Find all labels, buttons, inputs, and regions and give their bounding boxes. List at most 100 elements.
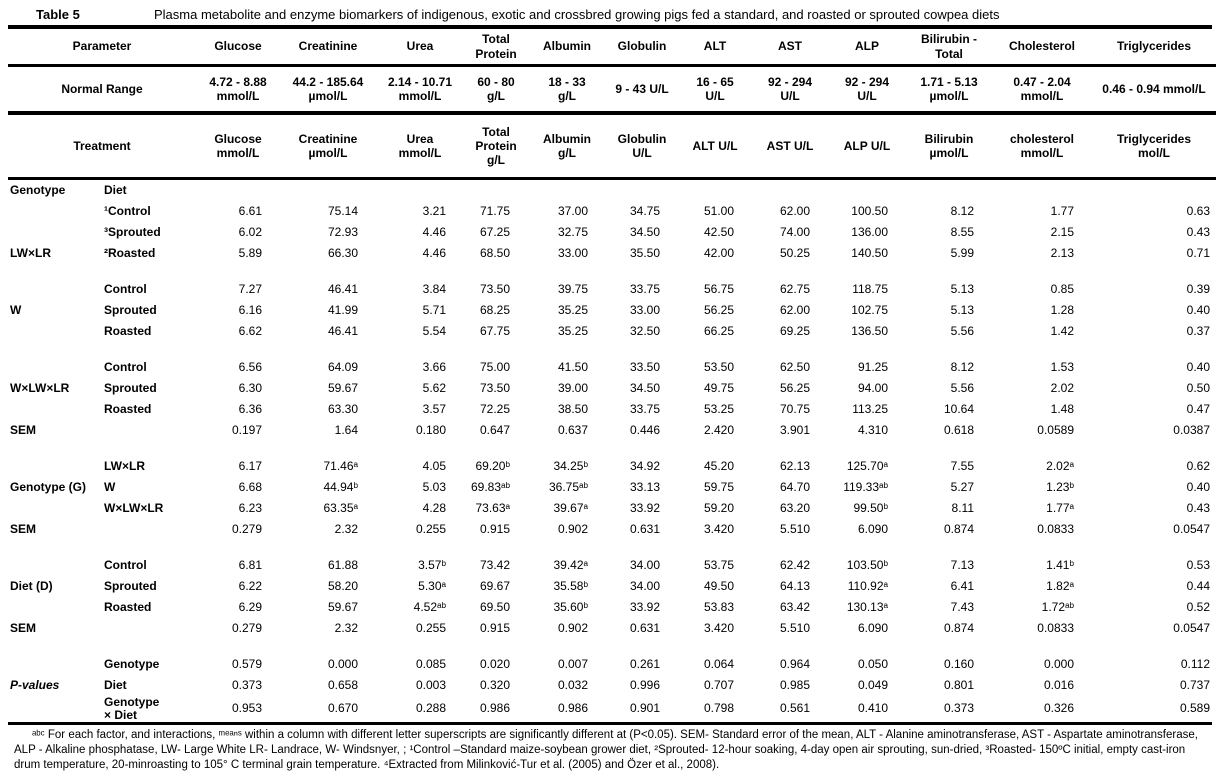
value-cell: [828, 179, 906, 202]
spacer-cell: [8, 639, 1216, 654]
value-cell: 5.27: [950, 479, 974, 494]
value-cell: 56.25: [703, 302, 734, 317]
value-cell: 1.77ᵃ: [1046, 500, 1074, 515]
group-label: SEM: [10, 422, 37, 437]
value-cell: 63.20: [779, 500, 810, 515]
value-cell: 62.50: [779, 359, 810, 374]
value-cell: 0.255: [415, 620, 446, 635]
value-cell: 49.75: [703, 380, 734, 395]
value-cell: 64.70: [779, 479, 810, 494]
value-cell: 0.631: [629, 521, 660, 536]
value-cell: 7.13: [950, 557, 974, 572]
spacer-row: [8, 540, 1216, 555]
row-label: ¹Control: [104, 203, 151, 218]
value-cell: 0.874: [943, 521, 974, 536]
value-cell: 0.40: [1186, 302, 1210, 317]
value-cell: 53.25: [703, 401, 734, 416]
value-cell: 0.902: [557, 620, 588, 635]
value-cell: 6.090: [857, 620, 888, 635]
group-label: [8, 498, 96, 519]
value-cell: 0.410: [857, 701, 888, 716]
value-cell: [464, 179, 528, 202]
value-cell: 73.63ᵃ: [475, 500, 511, 515]
value-cell: 35.50: [629, 245, 660, 260]
header-cell: Total Protein g/L: [464, 113, 528, 180]
header-cell: Urea: [376, 29, 464, 67]
value-cell: 63.42: [779, 599, 810, 614]
spacer-cell: [8, 264, 1216, 279]
value-cell: 3.66: [422, 359, 446, 374]
header-cell: 18 - 33 g/L: [528, 65, 606, 115]
spacer-row: [8, 639, 1216, 654]
table-row: Roasted 6.62 46.41 5.54 67.75 35.25 32.50 66.25…: [8, 321, 1216, 342]
value-cell: 7.43: [950, 599, 974, 614]
value-cell: 0.003: [415, 677, 446, 692]
value-cell: 140.50: [851, 245, 888, 260]
row-label: Diet: [104, 182, 127, 197]
header-cell: Creatinine: [280, 29, 376, 67]
value-cell: 0.915: [479, 521, 510, 536]
table-row: Diet (D) Sprouted 6.22 58.20 5.30ᵃ 69.67 35.58…: [8, 576, 1216, 597]
value-cell: 36.75ᵃᵇ: [548, 479, 588, 494]
header-cell: Bilirubin µmol/L: [906, 113, 992, 180]
value-cell: 0.53: [1186, 557, 1210, 572]
group-label: [8, 696, 96, 722]
value-cell: 100.50: [851, 203, 888, 218]
value-cell: 0.279: [231, 620, 262, 635]
value-cell: 33.50: [629, 359, 660, 374]
value-cell: 0.50: [1186, 380, 1210, 395]
value-cell: 0.637: [557, 422, 588, 437]
value-cell: 0.63: [1186, 203, 1210, 218]
value-cell: 69.67: [479, 578, 510, 593]
value-cell: 73.42: [479, 557, 510, 572]
value-cell: 0.326: [1043, 701, 1074, 716]
header-cell: 4.72 - 8.88 mmol/L: [196, 65, 280, 115]
value-cell: 0.0833: [1037, 620, 1074, 635]
table-row: Roasted 6.36 63.30 3.57 72.25 38.50 33.75 53.25…: [8, 399, 1216, 420]
value-cell: 62.13: [779, 458, 810, 473]
value-cell: 5.56: [950, 323, 974, 338]
value-cell: [752, 179, 828, 202]
value-cell: 5.71: [422, 302, 446, 317]
header-row-label: Normal Range: [8, 65, 196, 115]
table-row: P-values Diet 0.373 0.658 0.003 0.320 0.032 0.9…: [8, 675, 1216, 696]
value-cell: 39.75: [557, 281, 588, 296]
value-cell: 72.25: [479, 401, 510, 416]
value-cell: 4.05: [422, 458, 446, 473]
row-label: Control: [104, 557, 147, 572]
value-cell: 3.21: [422, 203, 446, 218]
value-cell: 56.25: [779, 380, 810, 395]
value-cell: 2.32: [334, 620, 358, 635]
value-cell: 33.00: [557, 245, 588, 260]
row-label: Sprouted: [104, 380, 157, 395]
table-row: Control 6.81 61.88 3.57ᵇ 73.42 39.42ᵃ 34.00 53.…: [8, 555, 1216, 576]
value-cell: 5.13: [950, 302, 974, 317]
value-cell: 35.60ᵇ: [553, 599, 588, 614]
value-cell: 35.25: [557, 323, 588, 338]
header-row: Normal Range 4.72 - 8.88 mmol/L 44.2 - 185…: [8, 65, 1216, 115]
value-cell: 34.50: [629, 224, 660, 239]
value-cell: 69.25: [779, 323, 810, 338]
value-cell: 1.82ᵃ: [1046, 578, 1074, 593]
value-cell: 73.50: [479, 281, 510, 296]
group-label: P-values: [10, 677, 60, 692]
value-cell: 6.29: [238, 599, 262, 614]
value-cell: 75.14: [327, 203, 358, 218]
value-cell: 0.288: [415, 701, 446, 716]
header-cell: Albumin: [528, 29, 606, 67]
value-cell: 69.50: [479, 599, 510, 614]
value-cell: 6.16: [238, 302, 262, 317]
value-cell: 110.92ᵃ: [847, 578, 888, 593]
value-cell: 0.801: [943, 677, 974, 692]
value-cell: 6.61: [238, 203, 262, 218]
row-label: W: [104, 479, 116, 494]
value-cell: 0.579: [231, 656, 262, 671]
table-row: ³Sprouted 6.02 72.93 4.46 67.25 32.75 34.50 42.…: [8, 222, 1216, 243]
value-cell: 56.75: [703, 281, 734, 296]
value-cell: 33.75: [629, 401, 660, 416]
value-cell: 2.02ᵃ: [1046, 458, 1074, 473]
row-label: [96, 519, 196, 540]
value-cell: 45.20: [703, 458, 734, 473]
value-cell: 38.50: [557, 401, 588, 416]
header-cell: AST U/L: [752, 113, 828, 180]
